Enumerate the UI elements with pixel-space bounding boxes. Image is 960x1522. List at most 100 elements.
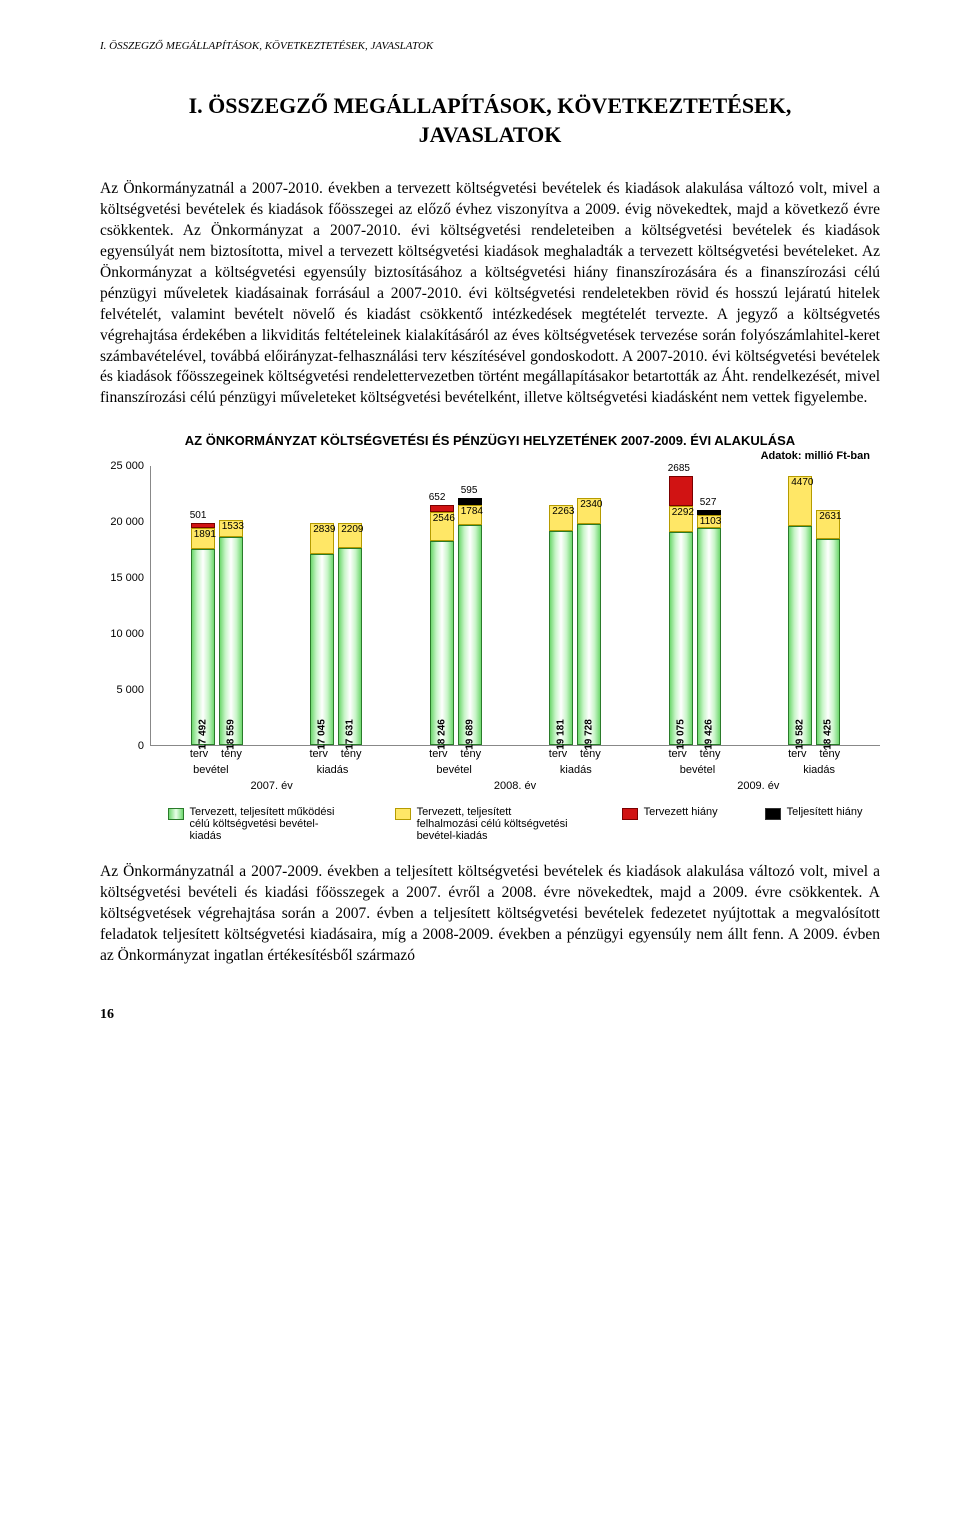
page-title: I. ÖSSZEGZŐ MEGÁLLAPÍTÁSOK, KÖVETKEZTETÉ… — [140, 92, 840, 149]
bar-value-label: 17 631 — [345, 720, 356, 751]
bar-value-label: 19 181 — [556, 720, 567, 751]
bar-value-label: 1103 — [700, 516, 722, 527]
bar-value-label: 1891 — [194, 529, 216, 540]
legend-label: Tervezett hiány — [644, 806, 718, 818]
bar-value-label: 2340 — [580, 499, 602, 510]
x-tick-pair: terv tény — [429, 748, 481, 760]
x-label: terv — [549, 748, 567, 760]
bar-value-label: 19 689 — [464, 720, 475, 751]
x-tick-pair: terv tény — [549, 748, 601, 760]
bar-pair: 447019 582263118 425 — [788, 476, 840, 745]
chart-units: Adatok: millió Ft-ban — [100, 450, 880, 462]
bar-value-label: 2292 — [672, 507, 694, 518]
bar-value-label: 527 — [700, 497, 717, 508]
x-label: tény — [580, 748, 601, 760]
x-category: kiadás — [280, 764, 384, 776]
chart-title: AZ ÖNKORMÁNYZAT KÖLTSÉGVETÉSI ÉS PÉNZÜGY… — [100, 433, 880, 448]
bar-value-label: 501 — [190, 510, 207, 521]
x-label: terv — [668, 748, 686, 760]
x-label: tény — [460, 748, 481, 760]
y-tick: 15 000 — [110, 572, 144, 584]
bar-value-label: 2263 — [552, 506, 574, 517]
chart-bar: 234019 728 — [577, 498, 601, 745]
bar-value-label: 18 559 — [225, 720, 236, 751]
y-tick: 10 000 — [110, 628, 144, 640]
bar-pair: 501189117 492153318 559 — [191, 520, 243, 745]
y-tick: 0 — [138, 740, 144, 752]
x-label: tény — [341, 748, 362, 760]
chart-bar: 501189117 492 — [191, 523, 215, 746]
bar-value-label: 19 075 — [675, 720, 686, 751]
x-year: 2008. év — [405, 780, 625, 792]
bar-value-label: 4470 — [791, 477, 813, 488]
y-tick: 25 000 — [110, 460, 144, 472]
paragraph-1: Az Önkormányzatnál a 2007-2010. években … — [100, 179, 880, 409]
chart-bar: 226319 181 — [549, 505, 573, 745]
chart-bar: 595178419 689 — [458, 498, 482, 745]
x-label: tény — [819, 748, 840, 760]
legend-item: Tervezett hiány — [622, 806, 718, 820]
y-tick: 20 000 — [110, 516, 144, 528]
bar-pair: 2685229219 075527110319 426 — [669, 476, 721, 745]
legend-item: Tervezett, teljesített felhalmozási célú… — [395, 806, 575, 842]
paragraph-2: Az Önkormányzatnál a 2007-2009. években … — [100, 862, 880, 967]
chart-y-axis: 05 00010 00015 00020 00025 000 — [100, 466, 150, 746]
x-label: terv — [190, 748, 208, 760]
bar-value-label: 19 426 — [703, 720, 714, 751]
chart-bar: 447019 582 — [788, 476, 812, 745]
x-year: 2007. év — [162, 780, 382, 792]
x-category: kiadás — [767, 764, 871, 776]
chart-bar: 283917 045 — [310, 523, 334, 746]
chart-bar: 220917 631 — [338, 523, 362, 745]
y-tick: 5 000 — [116, 684, 144, 696]
page-number: 16 — [100, 1007, 880, 1023]
bar-value-label: 2839 — [313, 524, 335, 535]
legend-item: Tervezett, teljesített működési célú köl… — [168, 806, 348, 842]
bar-value-label: 595 — [461, 485, 478, 496]
x-tick-pair: terv tény — [788, 748, 840, 760]
bar-value-label: 1784 — [461, 506, 483, 517]
chart-bar: 153318 559 — [219, 520, 243, 745]
bar-value-label: 18 425 — [823, 720, 834, 751]
bar-value-label: 19 728 — [584, 720, 595, 751]
bar-value-label: 19 582 — [795, 720, 806, 751]
legend-swatch — [395, 808, 411, 820]
bar-value-label: 17 045 — [317, 720, 328, 751]
bar-value-label: 2209 — [341, 524, 363, 535]
x-label: terv — [429, 748, 447, 760]
chart-bar: 263118 425 — [816, 510, 840, 746]
chart-plot: 501189117 492153318 559 283917 045220917 … — [150, 466, 880, 746]
legend-label: Tervezett, teljesített felhalmozási célú… — [417, 806, 575, 842]
x-category: bevétel — [159, 764, 263, 776]
x-label: terv — [309, 748, 327, 760]
x-label: tény — [700, 748, 721, 760]
chart-bar: 2685229219 075 — [669, 476, 693, 745]
running-header: I. ÖSSZEGZŐ MEGÁLLAPÍTÁSOK, KÖVETKEZTETÉ… — [100, 40, 880, 52]
legend-item: Teljesített hiány — [765, 806, 863, 820]
bar-value-label: 2685 — [668, 463, 690, 474]
legend-label: Tervezett, teljesített működési célú köl… — [190, 806, 348, 842]
x-tick-pair: terv tény — [309, 748, 361, 760]
x-category: kiadás — [524, 764, 628, 776]
x-tick-pair: terv tény — [190, 748, 242, 760]
bar-value-label: 2631 — [819, 511, 841, 522]
chart-x-axis: terv tény terv tény terv tény terv tény terv tény… — [150, 746, 880, 792]
bar-value-label: 652 — [429, 492, 446, 503]
legend-swatch — [765, 808, 781, 820]
bar-pair: 652254618 246595178419 689 — [430, 498, 482, 745]
x-category: bevétel — [645, 764, 749, 776]
bar-value-label: 17 492 — [197, 720, 208, 751]
x-tick-pair: terv tény — [668, 748, 720, 760]
x-label: tény — [221, 748, 242, 760]
bar-pair: 283917 045220917 631 — [310, 523, 362, 746]
bar-value-label: 18 246 — [436, 720, 447, 751]
legend-swatch — [168, 808, 184, 820]
chart-legend: Tervezett, teljesített működési célú köl… — [150, 806, 880, 842]
bar-value-label: 2546 — [433, 513, 455, 524]
bar-value-label: 1533 — [222, 521, 244, 532]
bar-pair: 226319 181234019 728 — [549, 498, 601, 745]
x-category: bevétel — [402, 764, 506, 776]
chart-bar: 527110319 426 — [697, 510, 721, 746]
x-label: terv — [788, 748, 806, 760]
budget-chart: AZ ÖNKORMÁNYZAT KÖLTSÉGVETÉSI ÉS PÉNZÜGY… — [100, 433, 880, 842]
